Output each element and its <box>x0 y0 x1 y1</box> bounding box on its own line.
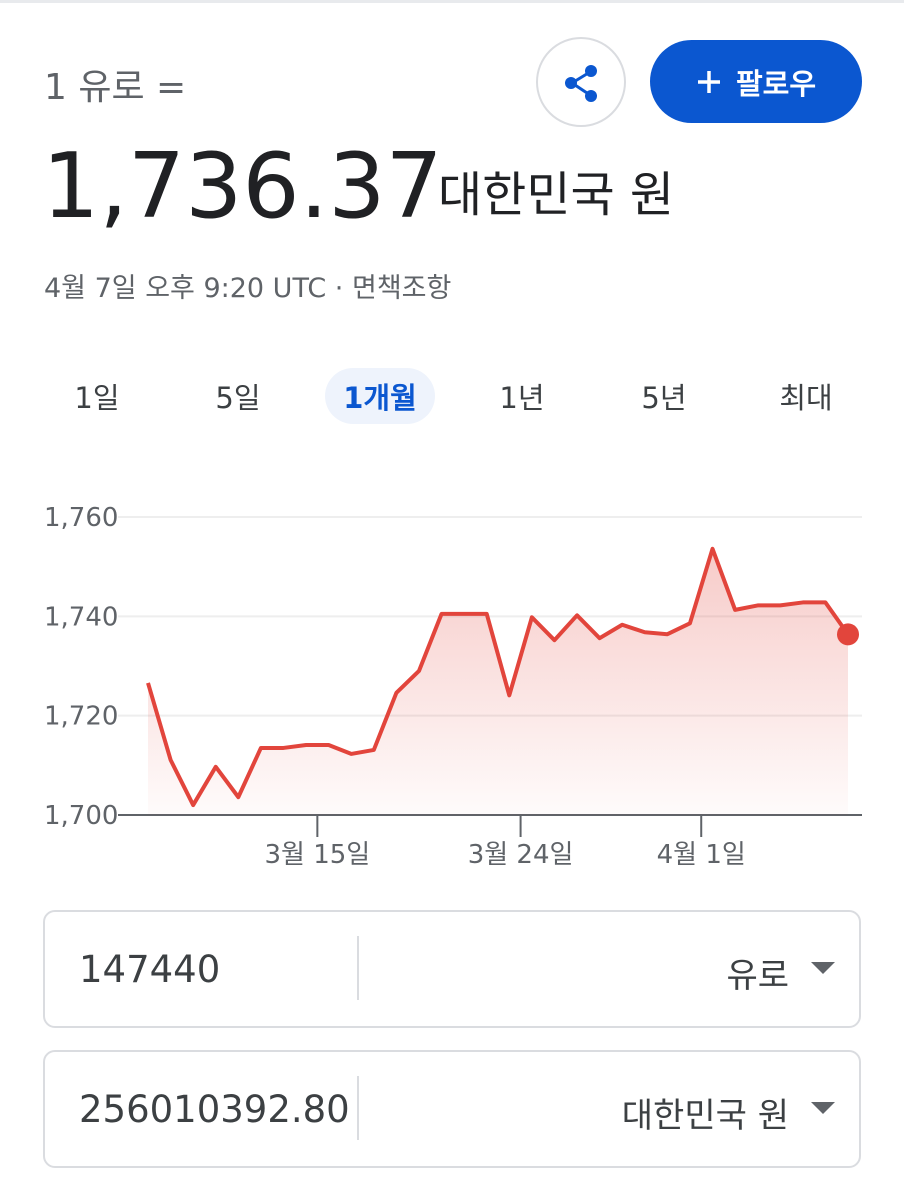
timestamp: 4월 7일 오후 9:20 UTC <box>44 273 327 304</box>
base-label: 1 유로 = <box>44 67 187 108</box>
end-point <box>837 623 859 646</box>
rate-unit: 대한민국 원 <box>438 167 675 223</box>
x-tick-label: 3월 15일 <box>264 840 370 870</box>
separator: · <box>334 273 344 304</box>
converter-to: 256010392.80 대한민국 원 <box>43 1050 861 1168</box>
range-tab[interactable]: 1개월 <box>325 368 435 424</box>
disclaimer-link[interactable]: 면책조항 <box>351 273 452 304</box>
divider <box>357 936 359 1000</box>
amount-input[interactable]: 147440 <box>79 948 221 991</box>
rate-value: 1,736.37 <box>42 134 443 239</box>
currency-select[interactable]: 대한민국 원 <box>621 1096 789 1136</box>
y-tick-label: 1,740 <box>44 602 118 632</box>
dropdown-arrow[interactable] <box>811 962 835 974</box>
x-tick-label: 3월 24일 <box>468 840 574 870</box>
y-tick-label: 1,700 <box>44 801 118 831</box>
share-icon <box>565 65 597 102</box>
converter-from: 147440 유로 <box>43 910 861 1028</box>
share-button[interactable] <box>536 37 626 127</box>
range-tab[interactable]: 1년 <box>499 381 545 415</box>
follow-label: 팔로우 <box>735 66 817 101</box>
chart: 1,700 1,720 1,740 1,760 3월 15일 3월 24일 4월 1일 <box>44 503 862 870</box>
amount-input[interactable]: 256010392.80 <box>79 1088 350 1131</box>
x-tick-label: 4월 1일 <box>657 840 746 870</box>
range-tab[interactable]: 5년 <box>641 381 687 415</box>
top-border <box>0 0 904 3</box>
follow-button[interactable]: 팔로우 <box>650 40 862 123</box>
range-tab[interactable]: 5일 <box>215 381 261 415</box>
range-tab[interactable]: 1일 <box>74 381 120 415</box>
dropdown-arrow[interactable] <box>811 1102 835 1114</box>
line <box>146 546 850 808</box>
range-tab[interactable]: 최대 <box>779 381 833 415</box>
y-tick-label: 1,760 <box>44 503 118 533</box>
timestamp-line: 4월 7일 오후 9:20 UTC · 면책조항 <box>44 266 451 305</box>
area <box>148 548 848 815</box>
y-tick-label: 1,720 <box>44 702 118 732</box>
plus-icon <box>697 70 720 93</box>
divider <box>357 1076 359 1140</box>
currency-select[interactable]: 유로 <box>726 956 789 996</box>
